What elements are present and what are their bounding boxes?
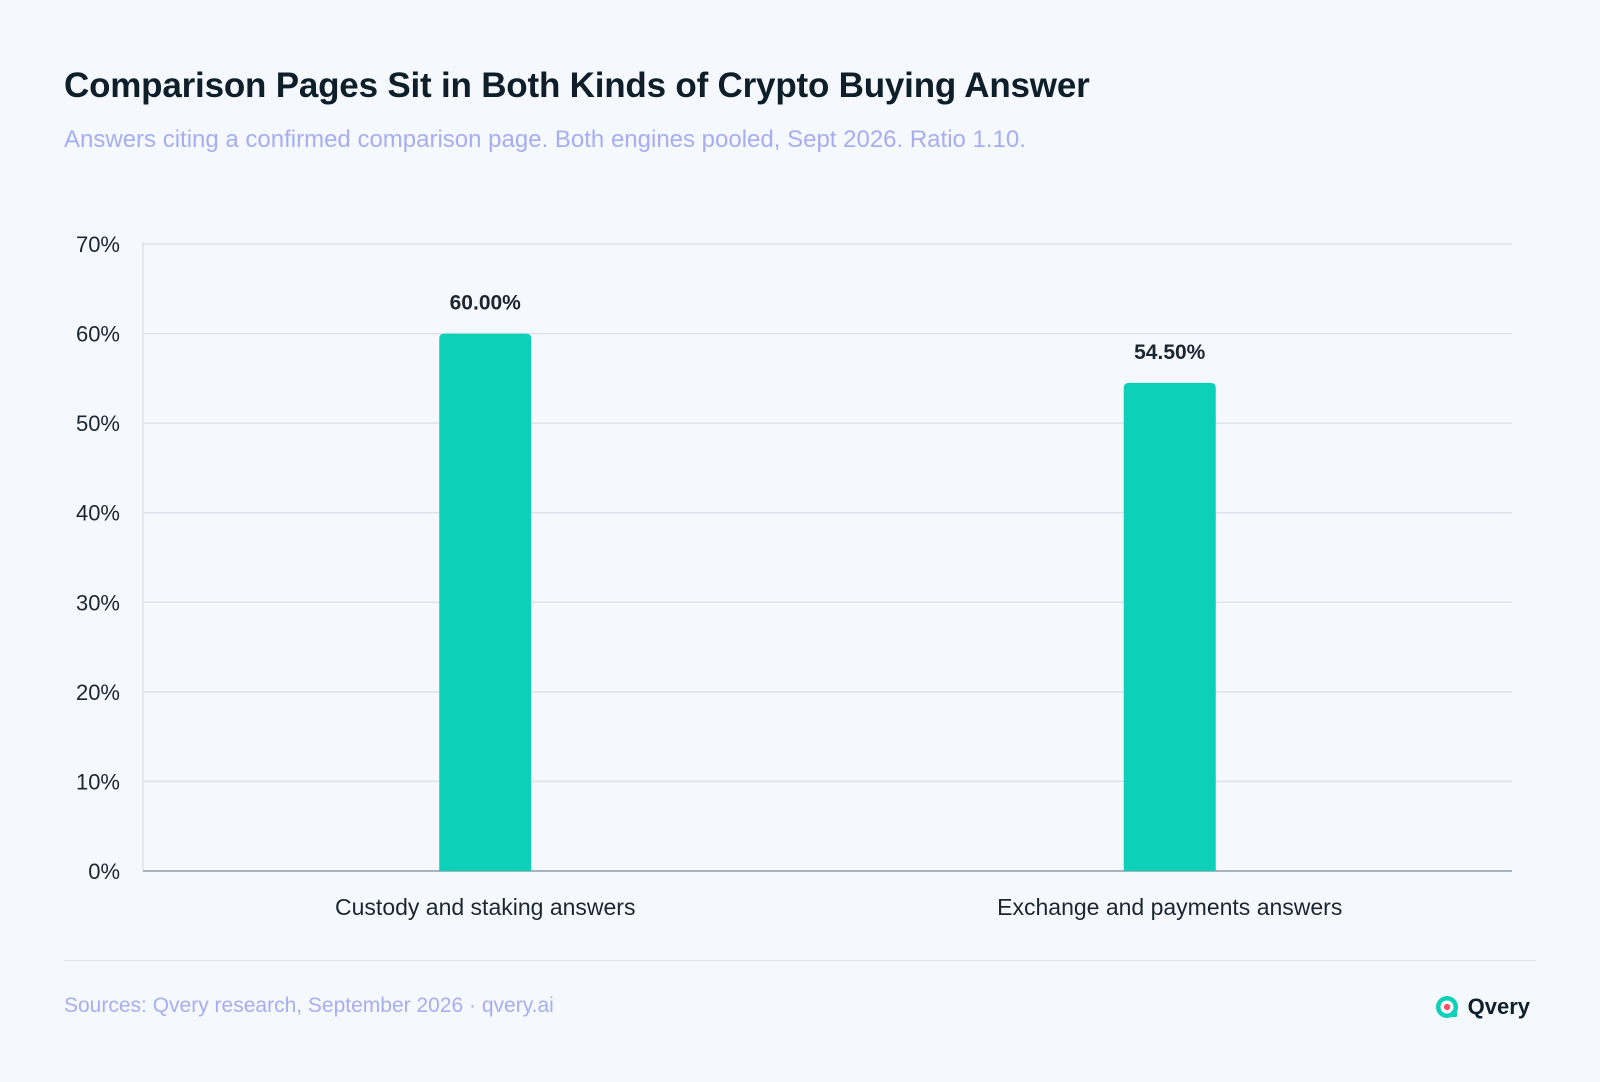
y-tick-label: 70% — [76, 232, 120, 257]
footer-divider — [64, 960, 1536, 961]
y-tick-label: 0% — [88, 859, 120, 884]
y-tick-label: 10% — [76, 769, 120, 794]
y-tick-label: 40% — [76, 501, 120, 526]
brand-name: Qvery — [1467, 994, 1530, 1019]
bar — [1123, 382, 1216, 871]
y-tick-label: 30% — [76, 590, 120, 615]
y-tick-label: 50% — [76, 411, 120, 436]
bars — [439, 333, 1216, 872]
x-tick-labels: Custody and staking answers Exchange and … — [335, 894, 1342, 920]
axes — [142, 242, 1512, 872]
bar-chart: 0% 10% 20% 30% 40% 50% 60% 70% 60.00% 54.50% Cus… — [76, 232, 1512, 920]
chart-title: Comparison Pages Sit in Both Kinds of Cr… — [64, 66, 1090, 105]
data-label: 60.00% — [450, 292, 522, 315]
y-tick-label: 20% — [76, 680, 120, 705]
y-tick-labels: 0% 10% 20% 30% 40% 50% 60% 70% — [76, 232, 120, 884]
chart-subtitle: Answers citing a confirmed comparison pa… — [64, 126, 1026, 153]
data-label: 54.50% — [1134, 341, 1206, 364]
y-tick-label: 60% — [76, 322, 120, 347]
qvery-logo-icon — [1435, 996, 1458, 1018]
brand[interactable]: Qvery — [1434, 994, 1530, 1020]
bar — [439, 333, 532, 872]
x-tick-label: Exchange and payments answers — [997, 894, 1342, 920]
source-note: Sources: Qvery research, September 2026 … — [64, 994, 554, 1017]
gridlines — [143, 243, 1512, 783]
data-labels: 60.00% 54.50% — [450, 292, 1206, 364]
x-tick-label: Custody and staking answers — [335, 894, 635, 920]
